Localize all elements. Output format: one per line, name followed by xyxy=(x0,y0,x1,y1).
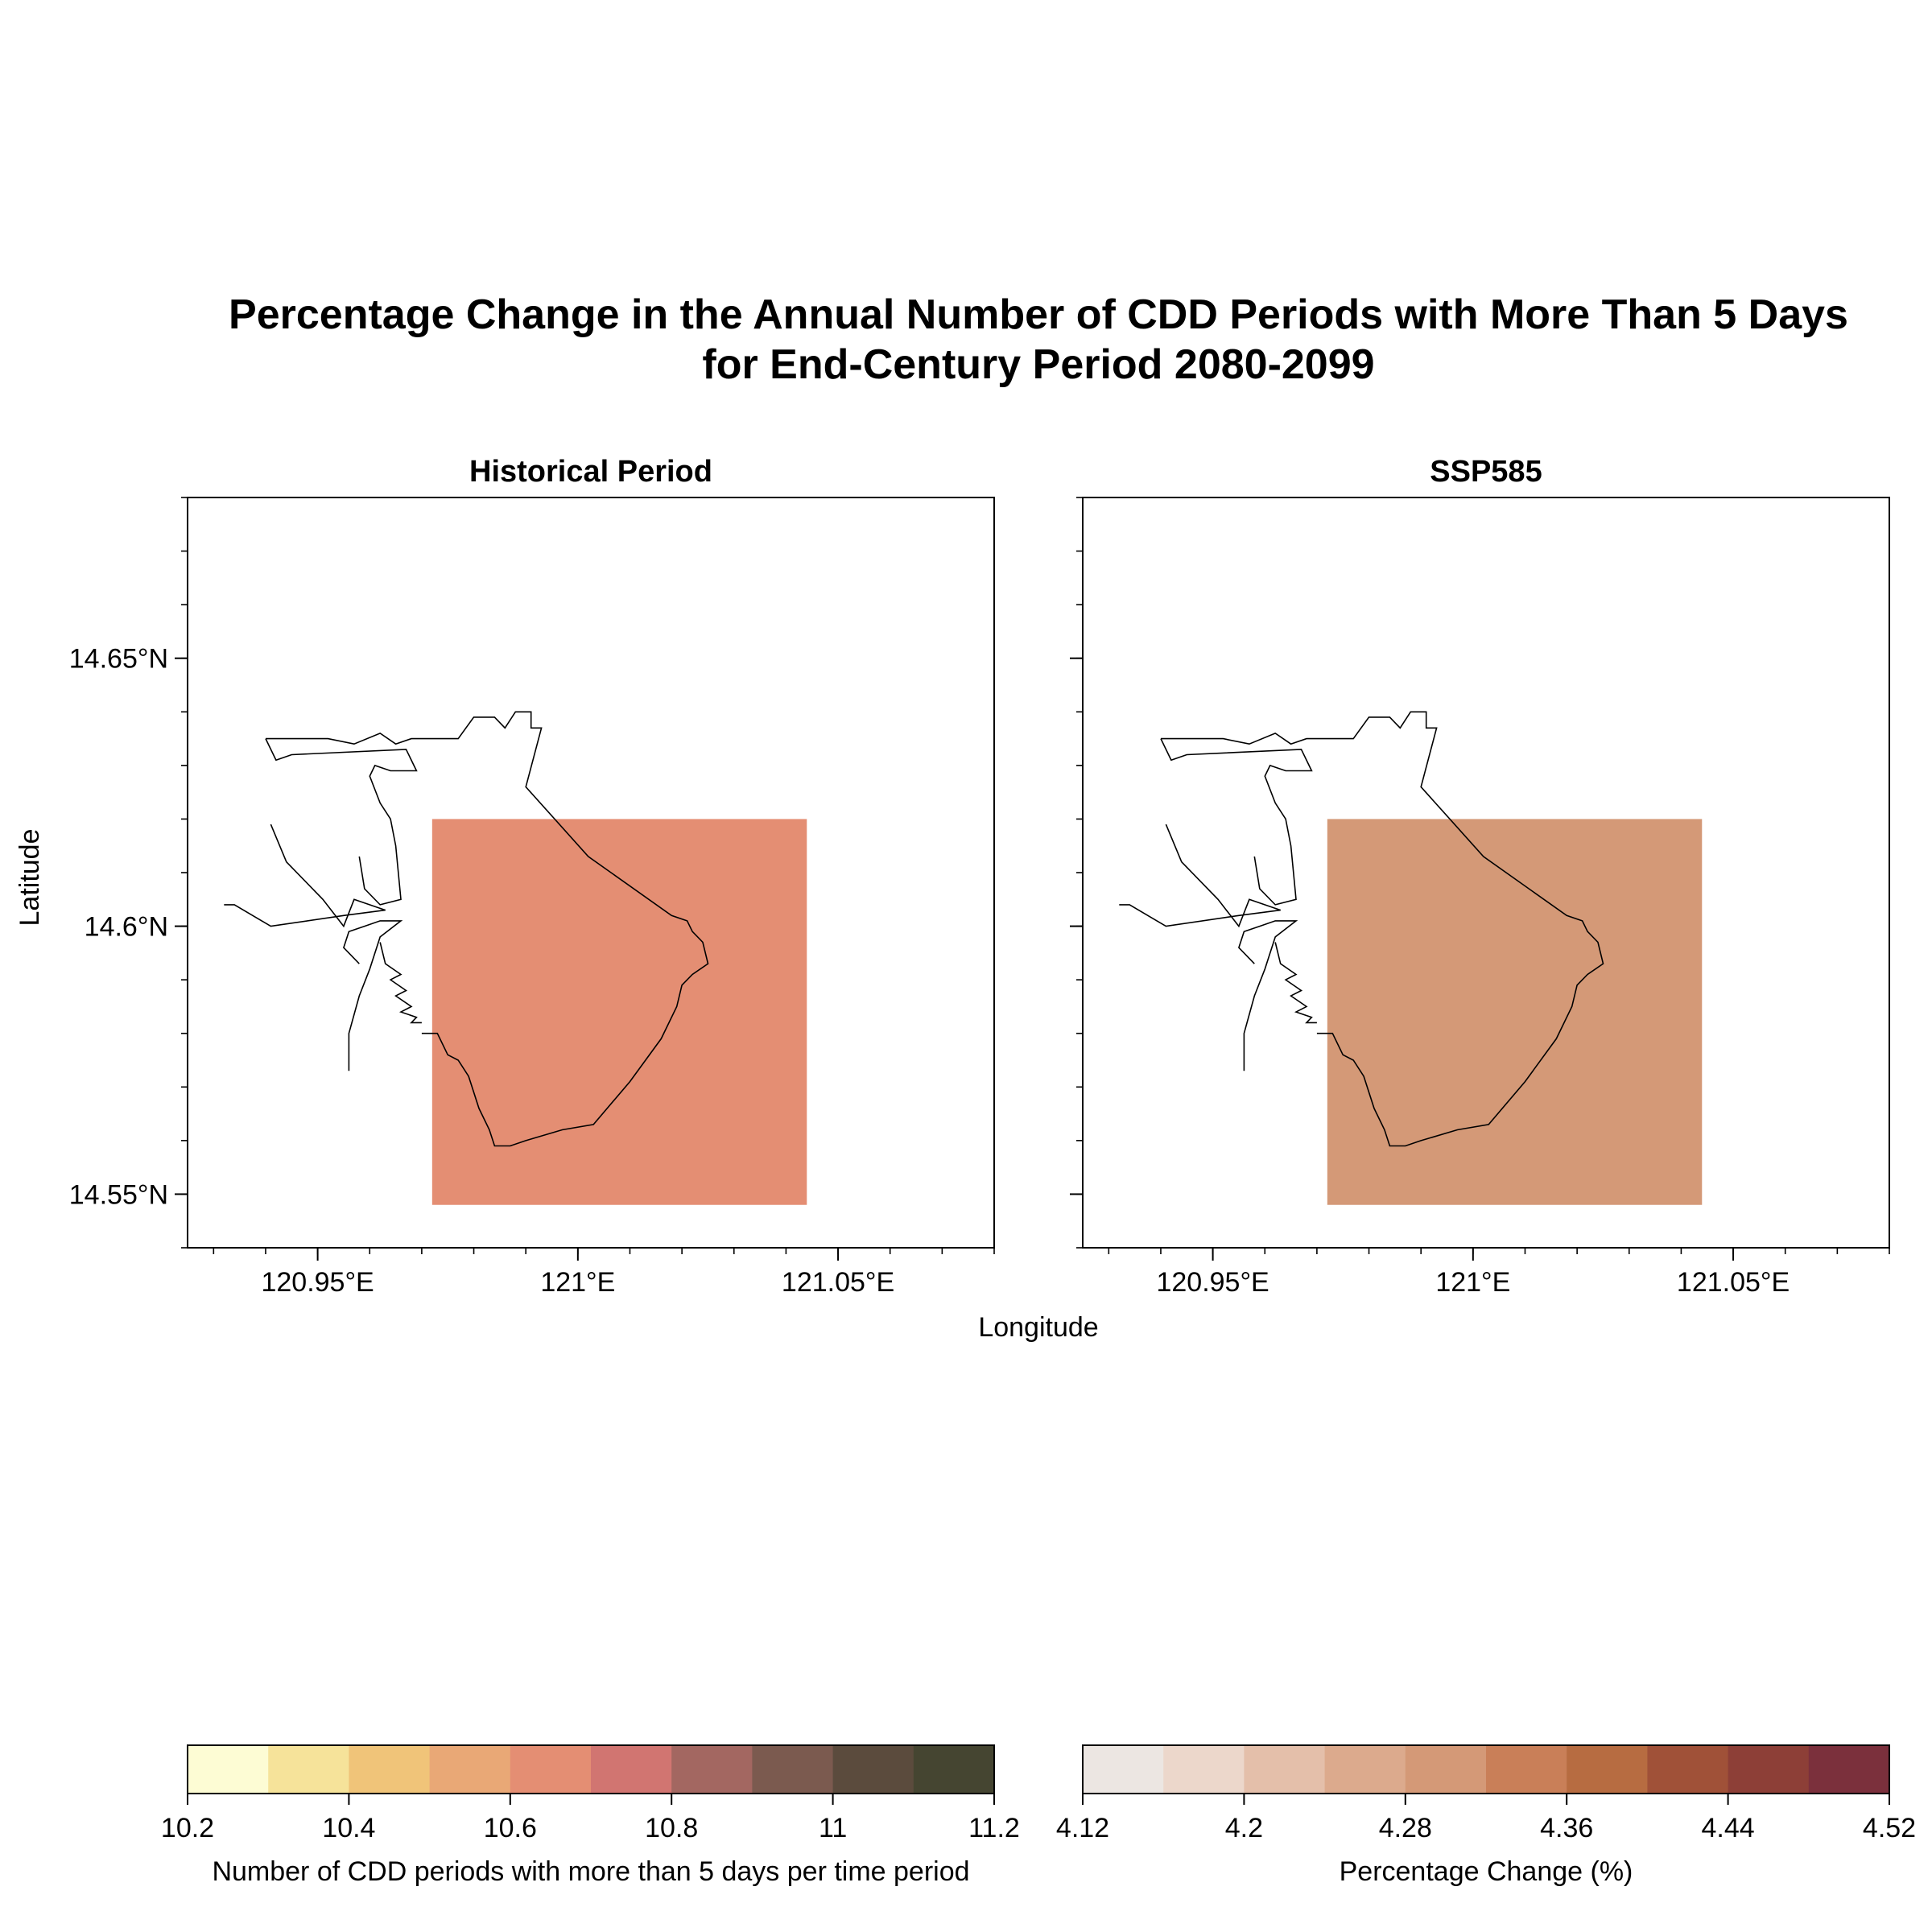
colorbar-tick-label: 4.44 xyxy=(1702,1813,1755,1843)
coastline xyxy=(266,711,709,1147)
colorbar-label: Number of CDD periods with more than 5 d… xyxy=(212,1856,969,1887)
colorbar-swatch xyxy=(510,1745,592,1794)
south-pier-outline xyxy=(342,920,403,1071)
colorbar-tick-label: 4.52 xyxy=(1863,1813,1916,1843)
y-tick-label: 14.55°N xyxy=(69,1179,168,1210)
colorbar-tick-label: 11 xyxy=(819,1813,847,1843)
breakwater-outline xyxy=(1119,824,1281,928)
colorbar-historical: 10.2 10.4 10.6 10.8 11 11.2 Number of CDD peri… xyxy=(161,1744,1020,1887)
y-tick-label: 14.65°N xyxy=(69,644,168,675)
colorbar-tick-label: 10.8 xyxy=(645,1813,698,1843)
figure-title-line-2: for End-Century Period 2080-2099 xyxy=(702,341,1374,388)
colorbar-swatch xyxy=(1486,1745,1567,1794)
colorbar-swatch xyxy=(591,1745,672,1794)
colorbar-swatch xyxy=(752,1745,834,1794)
panel-ssp585: SSP585 120.95°E 121°E 121.05°E xyxy=(1070,455,1890,1298)
y-tick-label: 14.6°N xyxy=(85,912,168,943)
colorbar-swatch xyxy=(1244,1745,1326,1794)
colorbar-swatch xyxy=(1083,1745,1164,1794)
x-axis-label: Longitude xyxy=(978,1312,1098,1343)
colorbar-tick-label: 4.12 xyxy=(1056,1813,1109,1843)
colorbar-tick-label: 4.28 xyxy=(1379,1813,1432,1843)
breakwater-outline xyxy=(224,824,386,928)
x-tick-label: 121°E xyxy=(1435,1267,1510,1298)
colorbar-swatch xyxy=(268,1745,349,1794)
pier-outline xyxy=(1160,738,1313,906)
colorbar-swatch xyxy=(1808,1745,1890,1794)
colorbar-label: Percentage Change (%) xyxy=(1340,1856,1633,1887)
colorbar-swatch xyxy=(913,1745,995,1794)
colorbar-tick-label: 10.4 xyxy=(322,1813,375,1843)
x-tick-label: 121.05°E xyxy=(1677,1267,1790,1298)
colorbar-swatch xyxy=(1647,1745,1729,1794)
fingers-outline xyxy=(379,942,422,1024)
x-tick-label: 121.05°E xyxy=(782,1267,894,1298)
colorbar-swatch xyxy=(671,1745,753,1794)
y-axis-label: Latitude xyxy=(14,829,45,927)
pier-outline xyxy=(265,738,418,906)
colorbar-tick-label: 4.2 xyxy=(1225,1813,1263,1843)
x-tick-label: 120.95°E xyxy=(261,1267,374,1298)
x-tick-label: 120.95°E xyxy=(1156,1267,1269,1298)
subplot-title: Historical Period xyxy=(469,455,712,489)
colorbar-swatch xyxy=(1728,1745,1810,1794)
colorbar-frame xyxy=(187,1744,995,1794)
colorbar-swatch xyxy=(1324,1745,1406,1794)
subplot-title: SSP585 xyxy=(1430,455,1542,489)
south-pier-outline xyxy=(1237,920,1298,1071)
colorbar-tick-label: 10.2 xyxy=(161,1813,214,1843)
data-cell xyxy=(1327,819,1703,1205)
x-tick-label: 121°E xyxy=(540,1267,615,1298)
colorbar-swatch xyxy=(832,1745,914,1794)
colorbar-swatch xyxy=(1163,1745,1245,1794)
colorbar-swatch xyxy=(1405,1745,1487,1794)
coastline xyxy=(1161,711,1604,1147)
panel-historical: Historical Period 120.95°E 121°E 121.05°E 14… xyxy=(69,455,995,1298)
colorbar-tick-label: 4.36 xyxy=(1540,1813,1593,1843)
colorbar-swatch xyxy=(188,1745,269,1794)
data-cell xyxy=(431,819,807,1205)
colorbar-swatch xyxy=(349,1745,431,1794)
colorbar-swatch xyxy=(429,1745,511,1794)
figure-title-line-1: Percentage Change in the Annual Number o… xyxy=(229,291,1848,338)
colorbar-tick-label: 10.6 xyxy=(484,1813,537,1843)
colorbar-tick-label: 11.2 xyxy=(968,1813,1020,1843)
colorbar-swatch xyxy=(1567,1745,1648,1794)
colorbar-ssp585: 4.12 4.2 4.28 4.36 4.44 4.52 Percentage Change… xyxy=(1056,1744,1916,1887)
fingers-outline xyxy=(1274,942,1317,1024)
colorbar-frame xyxy=(1082,1744,1890,1794)
